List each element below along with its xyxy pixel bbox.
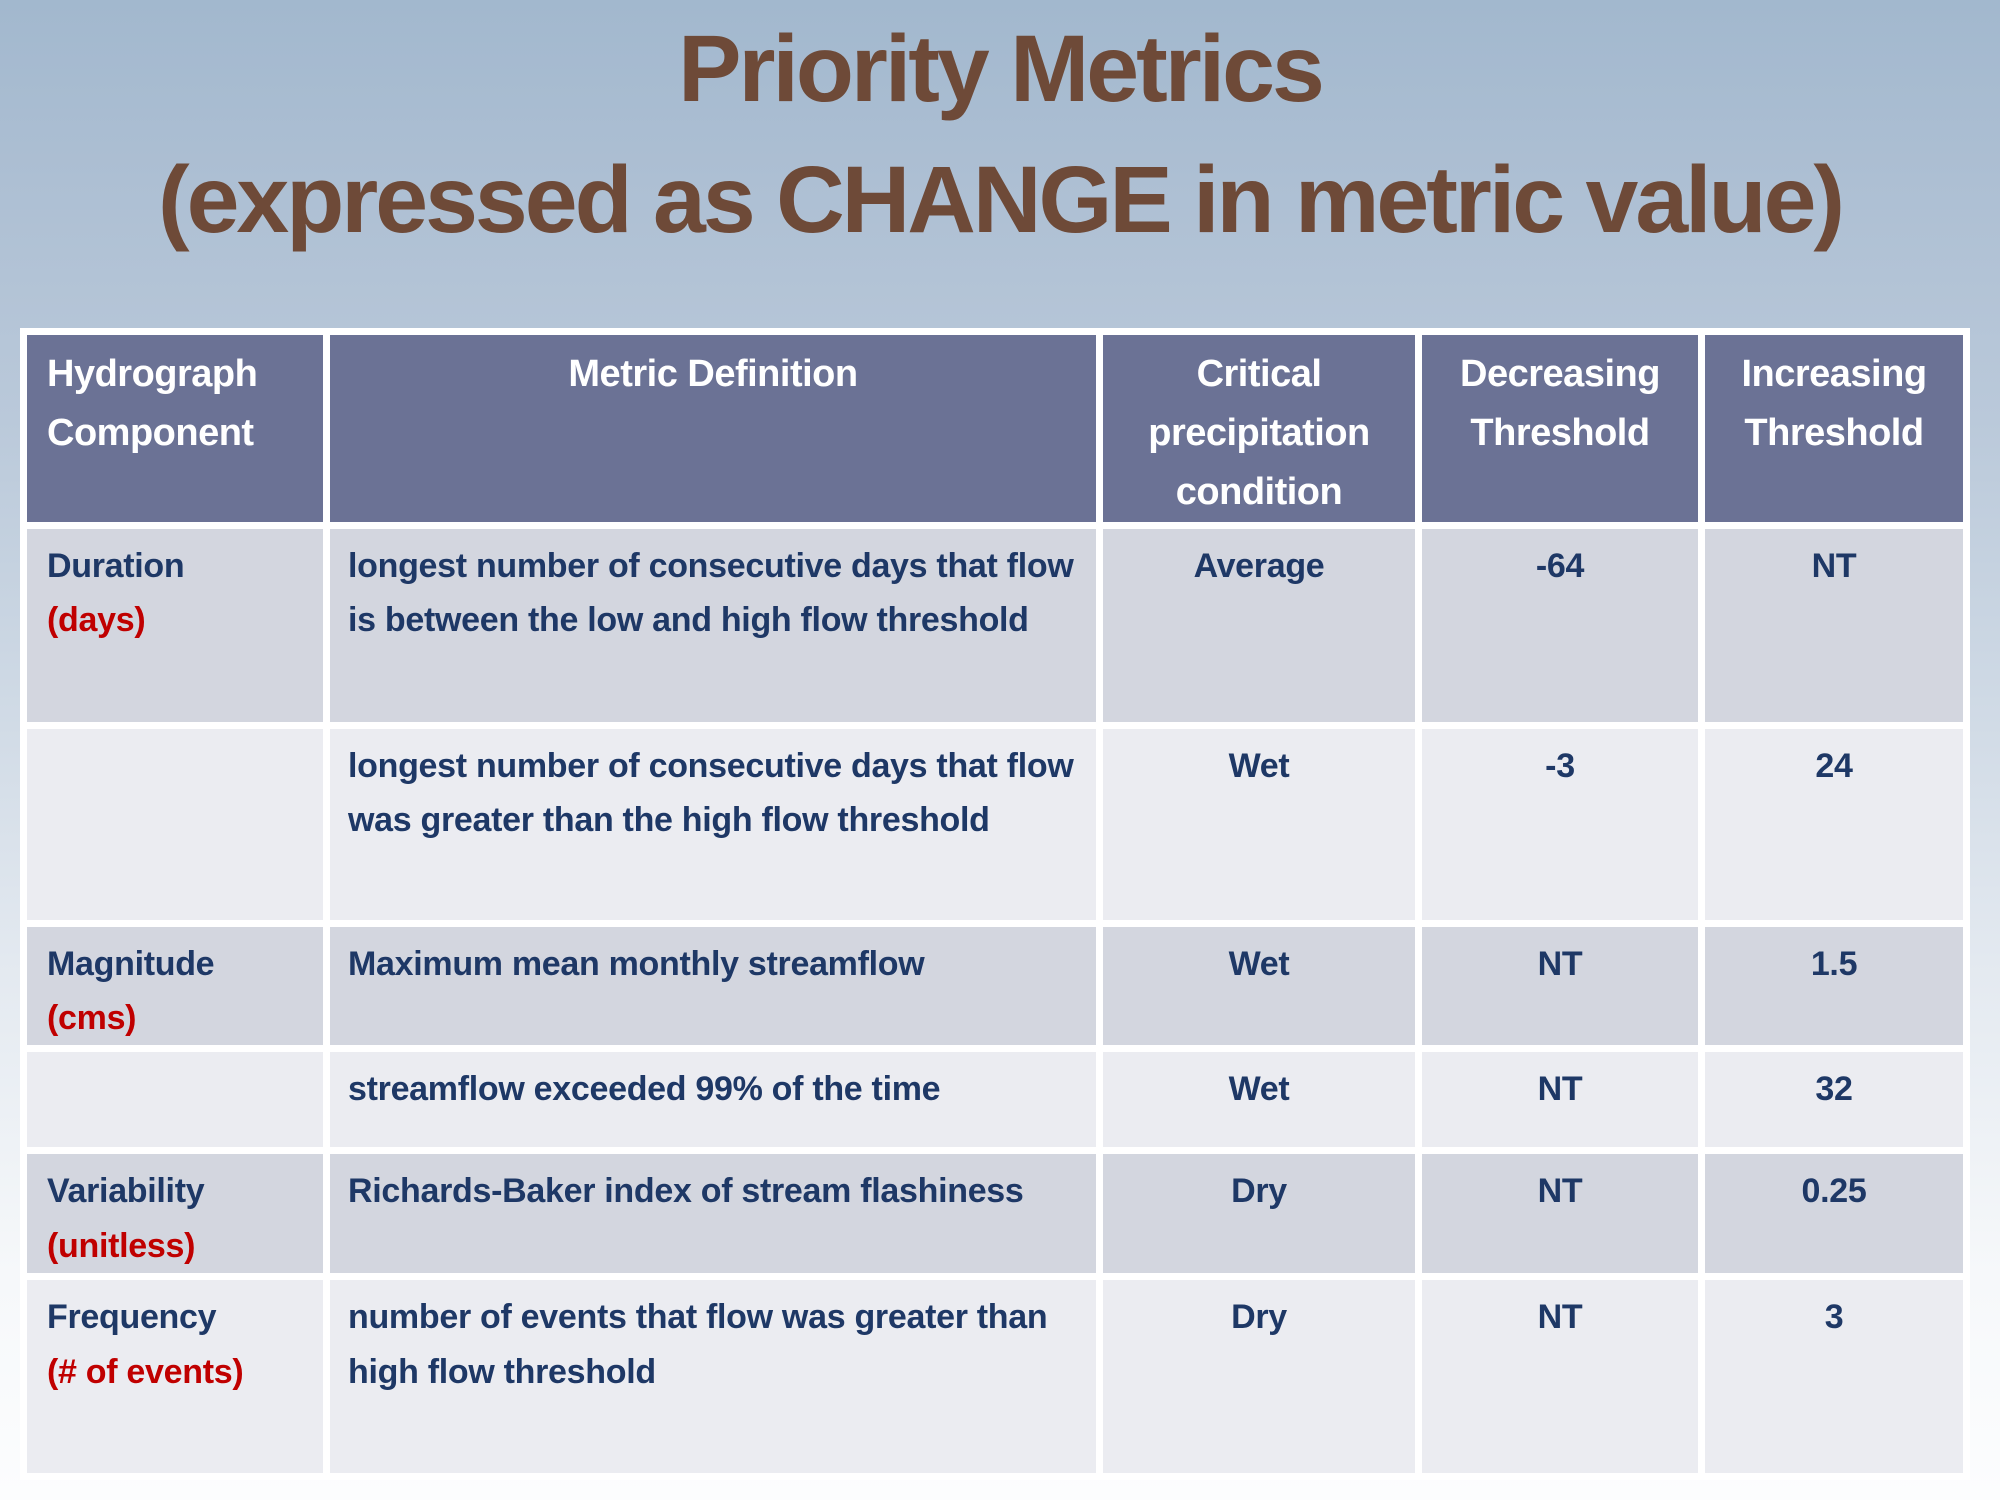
cell-critical-precipitation-condition: Wet — [1103, 728, 1415, 920]
cell-metric-definition: Maximum mean monthly streamflow — [330, 926, 1096, 1046]
cell-decreasing-threshold: NT — [1422, 1154, 1698, 1274]
cell-decreasing-threshold: -3 — [1422, 728, 1698, 920]
cell-critical-precipitation-condition: Dry — [1103, 1280, 1415, 1474]
table-header-row: Hydrograph Component Metric Definition C… — [27, 335, 1963, 522]
header-decreasing-threshold: Decreasing Threshold — [1422, 335, 1698, 522]
slide-title-line1: Priority Metrics — [678, 16, 1325, 122]
header-metric-definition: Metric Definition — [330, 335, 1096, 522]
cell-decreasing-threshold: NT — [1422, 926, 1698, 1046]
slide-title: Priority Metrics (expressed as CHANGE in… — [0, 4, 2000, 266]
component-label: Magnitude — [47, 944, 215, 983]
table-row: Variability (unitless) Richards-Baker in… — [27, 1154, 1963, 1274]
table-row: longest number of consecutive days that … — [27, 728, 1963, 920]
component-unit-label: (unitless) — [47, 1226, 196, 1265]
cell-critical-precipitation-condition: Dry — [1103, 1154, 1415, 1274]
cell-decreasing-threshold: NT — [1422, 1052, 1698, 1148]
cell-critical-precipitation-condition: Average — [1103, 528, 1415, 722]
cell-component: Duration (days) — [27, 528, 323, 722]
cell-critical-precipitation-condition: Wet — [1103, 926, 1415, 1046]
cell-metric-definition: longest number of consecutive days that … — [330, 728, 1096, 920]
cell-metric-definition: streamflow exceeded 99% of the time — [330, 1052, 1096, 1148]
table-row: Frequency (# of events) number of events… — [27, 1280, 1963, 1474]
table-row: streamflow exceeded 99% of the time Wet … — [27, 1052, 1963, 1148]
table-row: Duration (days) longest number of consec… — [27, 528, 1963, 722]
cell-metric-definition: longest number of consecutive days that … — [330, 528, 1096, 722]
component-label: Variability — [47, 1172, 205, 1211]
cell-increasing-threshold: 32 — [1705, 1052, 1963, 1148]
cell-increasing-threshold: 24 — [1705, 728, 1963, 920]
component-label: Frequency — [47, 1298, 217, 1337]
component-unit-label: (# of events) — [47, 1352, 244, 1391]
cell-component: Variability (unitless) — [27, 1154, 323, 1274]
header-increasing-threshold: Increasing Threshold — [1705, 335, 1963, 522]
header-hydrograph-component: Hydrograph Component — [27, 335, 323, 522]
priority-metrics-table: Hydrograph Component Metric Definition C… — [20, 328, 1970, 1481]
cell-increasing-threshold: 3 — [1705, 1280, 1963, 1474]
cell-decreasing-threshold: -64 — [1422, 528, 1698, 722]
cell-decreasing-threshold: NT — [1422, 1280, 1698, 1474]
cell-increasing-threshold: 1.5 — [1705, 926, 1963, 1046]
cell-metric-definition: number of events that flow was greater t… — [330, 1280, 1096, 1474]
cell-component — [27, 1052, 323, 1148]
cell-metric-definition: Richards-Baker index of stream flashines… — [330, 1154, 1096, 1274]
cell-increasing-threshold: 0.25 — [1705, 1154, 1963, 1274]
component-unit-label: (days) — [47, 601, 146, 640]
cell-component — [27, 728, 323, 920]
cell-critical-precipitation-condition: Wet — [1103, 1052, 1415, 1148]
component-unit-label: (cms) — [47, 999, 137, 1038]
table-row: Magnitude (cms) Maximum mean monthly str… — [27, 926, 1963, 1046]
header-critical-precipitation-condition: Critical precipitation condition — [1103, 335, 1415, 522]
cell-component: Magnitude (cms) — [27, 926, 323, 1046]
slide-title-line2: (expressed as CHANGE in metric value) — [157, 147, 1845, 254]
component-label: Duration — [47, 546, 185, 585]
cell-increasing-threshold: NT — [1705, 528, 1963, 722]
cell-component: Frequency (# of events) — [27, 1280, 323, 1474]
